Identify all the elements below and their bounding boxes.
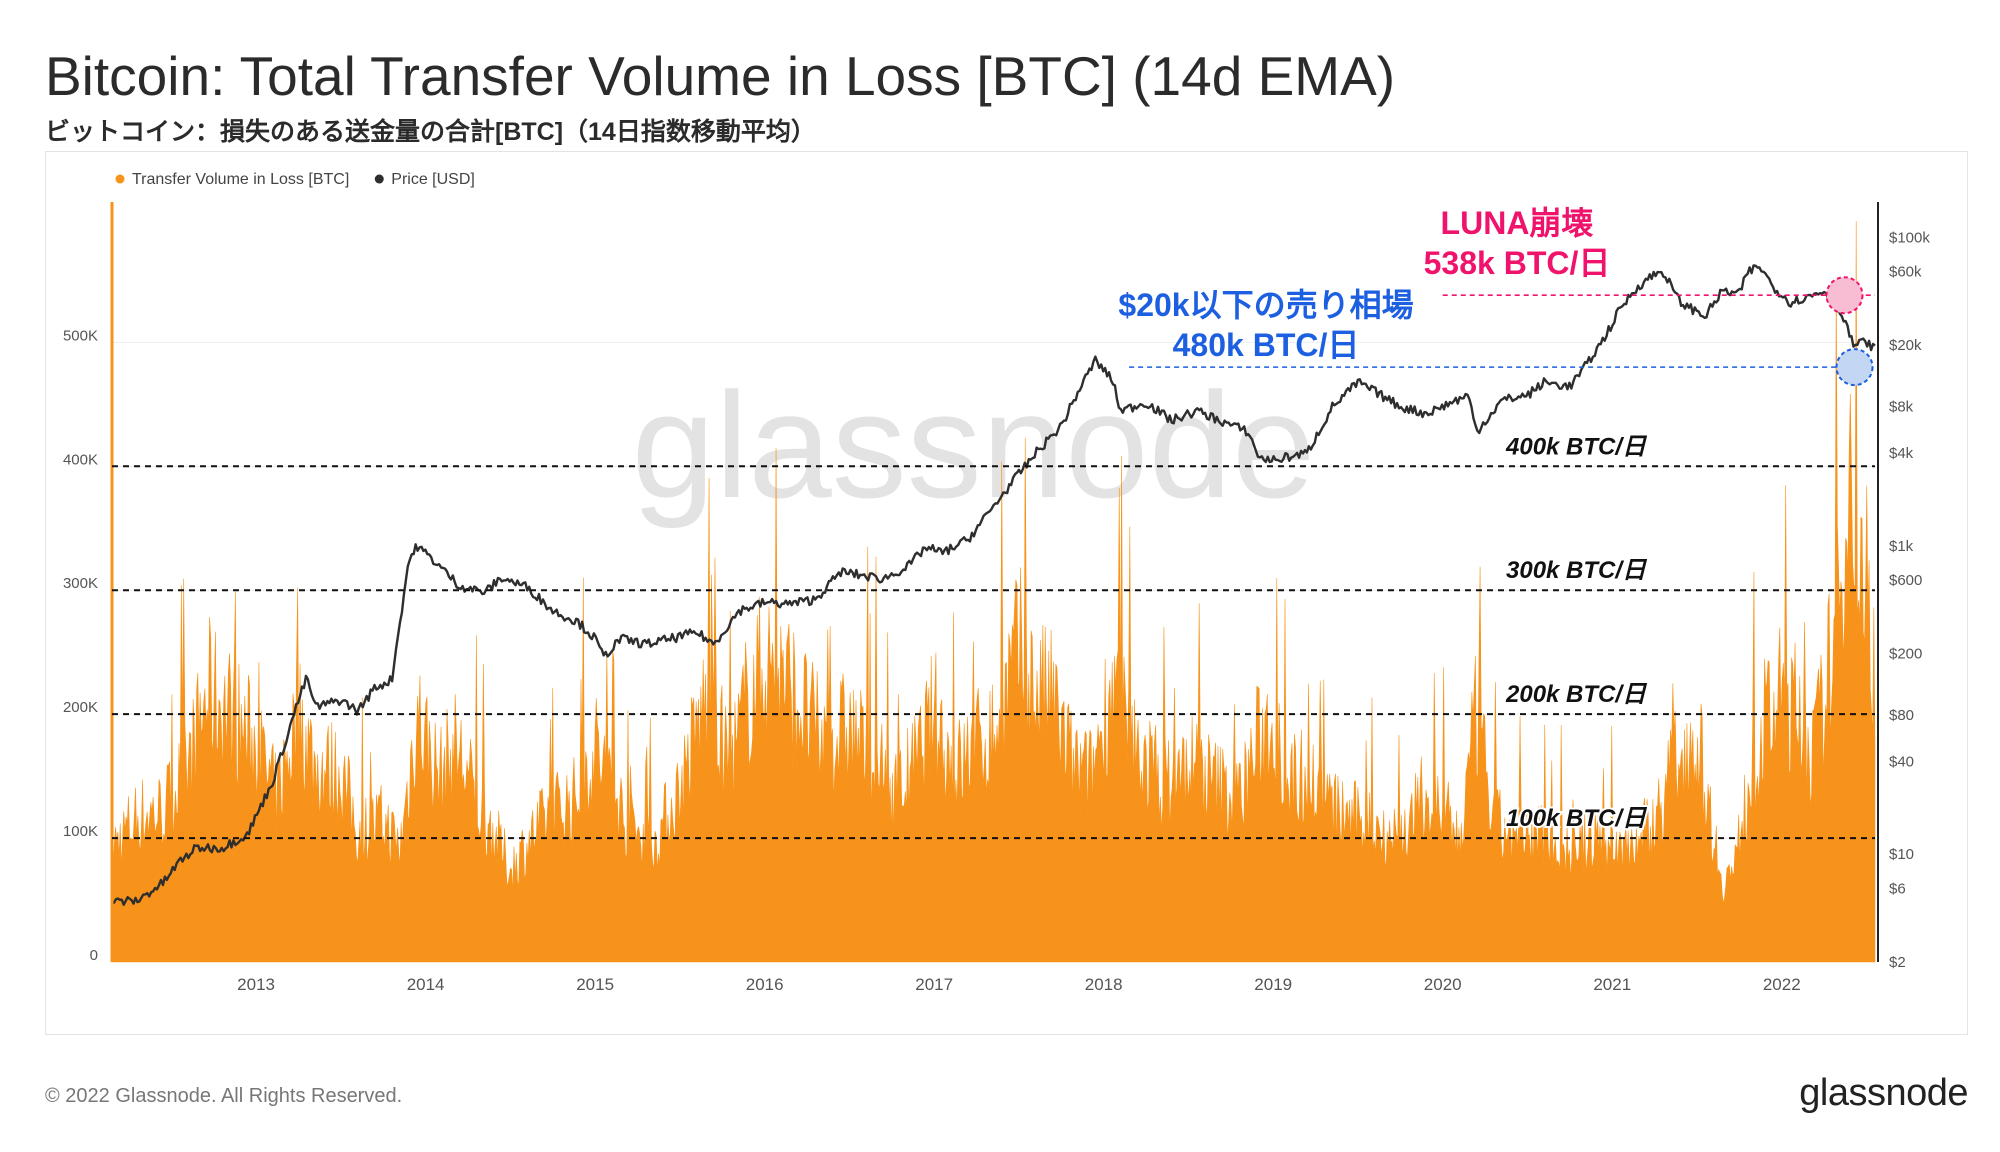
x-tick-label: 2020 — [1424, 975, 1462, 994]
legend-dot — [374, 174, 384, 184]
y-right-tick-label: $40 — [1889, 753, 1914, 770]
footer-copyright: © 2022 Glassnode. All Rights Reserved. — [45, 1085, 403, 1107]
annotation-marker — [1825, 276, 1864, 315]
y-right-tick-label: $60k — [1889, 264, 1922, 281]
volume-area — [111, 221, 1876, 963]
y-right-tick-label: $2 — [1889, 954, 1906, 971]
y-left-tick-label: 100K — [63, 823, 98, 840]
chart-panel: glassnode 100k BTC/日 200k BTC/日 300k BTC/日 4… — [45, 151, 1968, 1035]
y-right-tick-label: $4k — [1889, 445, 1914, 462]
y-right-tick-label: $10 — [1889, 846, 1914, 863]
reference-label: 100k BTC/日 — [1506, 805, 1648, 832]
y-right-tick-label: $1k — [1889, 538, 1914, 555]
y-right-tick-label: $600 — [1889, 572, 1922, 589]
y-right-tick-label: $6 — [1889, 880, 1906, 897]
y-right-tick-label: $8k — [1889, 399, 1914, 416]
x-tick-label: 2013 — [237, 975, 275, 994]
y-left-tick-label: 400K — [63, 451, 98, 468]
y-right-tick-label: $80 — [1889, 707, 1914, 724]
glassnode-logo: glassnode — [1799, 1072, 1968, 1114]
chart-subtitle: ビットコイン：損失のある送金量の合計[BTC]（14日指数移動平均） — [45, 118, 816, 146]
x-tick-label: 2015 — [576, 975, 614, 994]
x-tick-label: 2014 — [407, 975, 445, 994]
price-line — [111, 264, 1876, 906]
annotation-text: 538k BTC/日 — [1424, 245, 1611, 281]
annotation-marker — [1835, 348, 1874, 387]
x-tick-label: 2021 — [1593, 975, 1631, 994]
x-tick-label: 2019 — [1254, 975, 1292, 994]
reference-label: 200k BTC/日 — [1505, 681, 1648, 708]
x-tick-label: 2017 — [915, 975, 953, 994]
annotation-text: $20k以下の売り相場 — [1118, 287, 1413, 323]
x-tick-label: 2022 — [1763, 975, 1801, 994]
y-right-tick-label: $20k — [1889, 337, 1922, 354]
y-left-tick-label: 200K — [63, 699, 98, 716]
y-left-tick-label: 0 — [90, 947, 98, 964]
chart-title: Bitcoin: Total Transfer Volume in Loss [… — [45, 45, 1396, 107]
x-tick-label: 2018 — [1085, 975, 1123, 994]
annotation-text: LUNA崩壊 — [1441, 205, 1594, 241]
chart-svg: glassnode 100k BTC/日 200k BTC/日 300k BTC/日 4… — [63, 171, 1930, 994]
legend-label: Transfer Volume in Loss [BTC] — [132, 171, 349, 188]
reference-label: 400k BTC/日 — [1505, 433, 1648, 460]
y-left-tick-label: 300K — [63, 575, 98, 592]
legend-dot — [115, 174, 125, 184]
legend-label: Price [USD] — [391, 171, 475, 188]
annotation-text: 480k BTC/日 — [1173, 327, 1360, 363]
reference-label: 300k BTC/日 — [1506, 557, 1648, 584]
watermark: glassnode — [632, 361, 1316, 529]
y-right-tick-label: $100k — [1889, 229, 1930, 246]
y-right-tick-label: $200 — [1889, 646, 1922, 663]
x-tick-label: 2016 — [746, 975, 784, 994]
y-left-tick-label: 500K — [63, 327, 98, 344]
